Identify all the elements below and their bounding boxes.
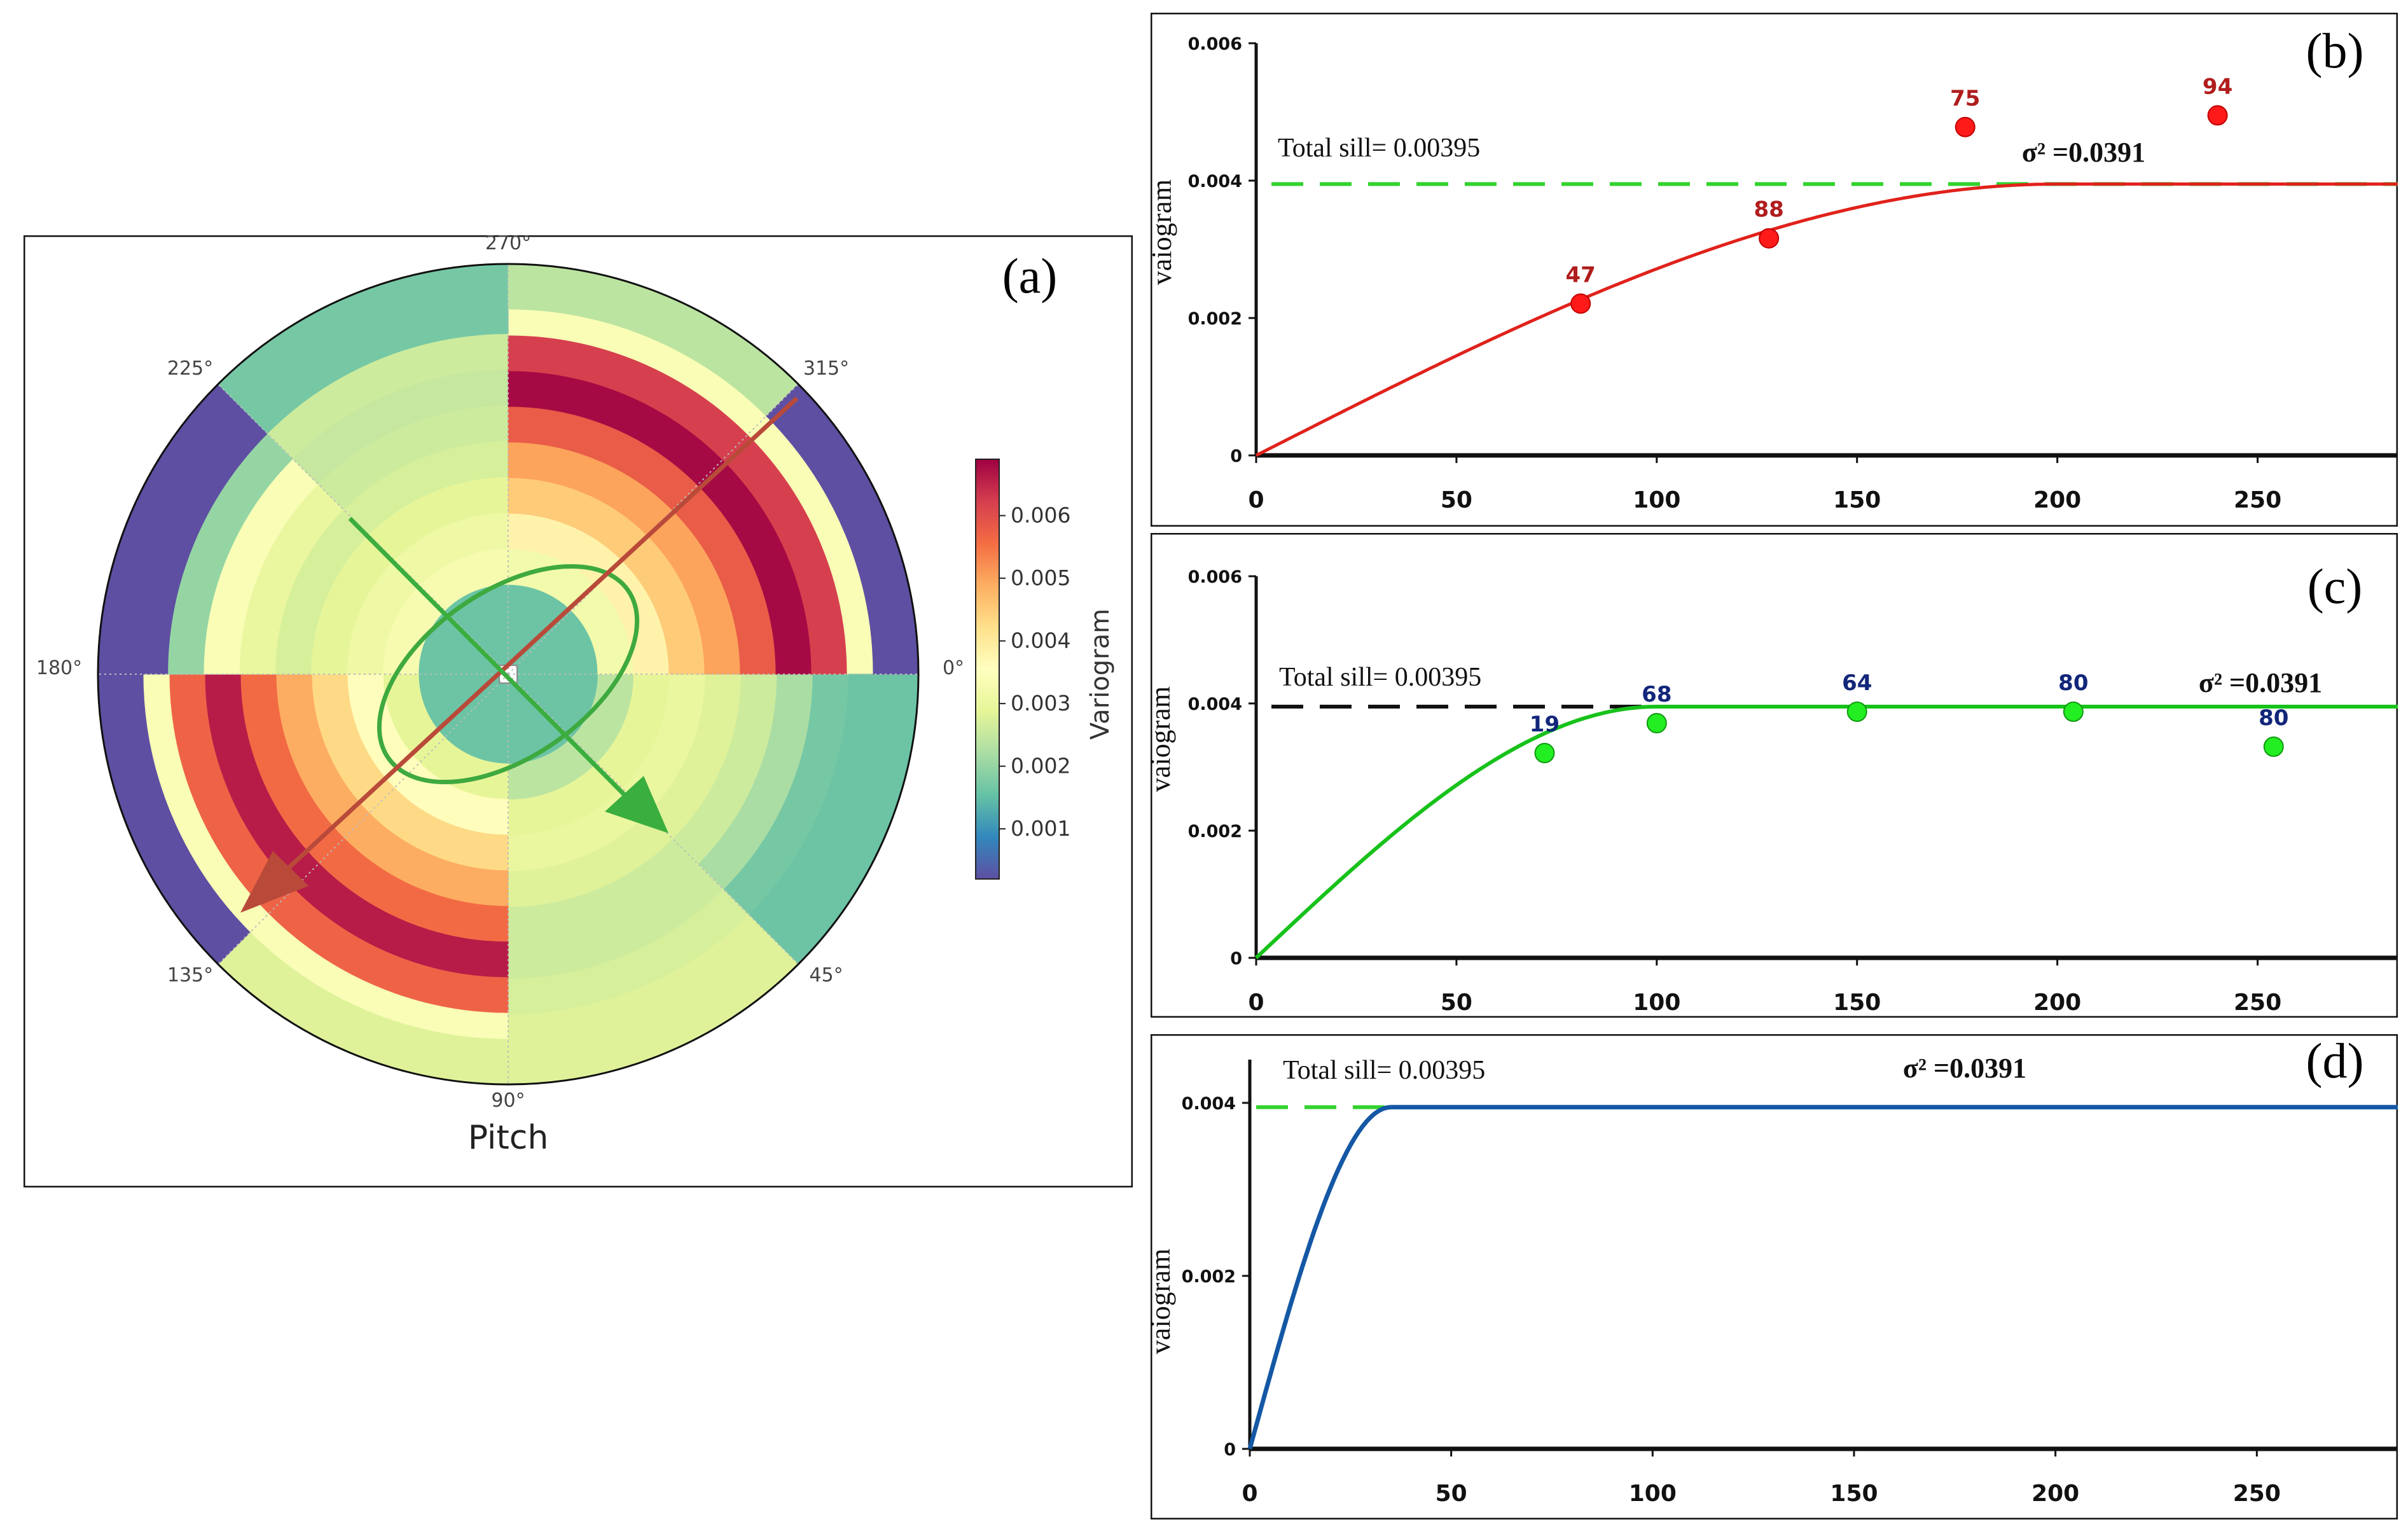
sill-label-d: Total sill= 0.00395 xyxy=(1283,1056,1485,1085)
y-tick-label-3: 0.006 xyxy=(1188,34,1242,54)
data-point-label-2: 64 xyxy=(1842,670,1872,696)
x-tick-label-5: 250 xyxy=(2234,990,2281,1016)
angle-label-225: 225° xyxy=(167,357,213,380)
data-point-label-1: 68 xyxy=(1642,682,1671,707)
data-point-3 xyxy=(2063,702,2084,722)
x-tick-label-2: 100 xyxy=(1633,487,1680,513)
variogram-plot-c: 0 50 100 150 200 250 0 0.002 0.004 0.006 19 68 64 80 8… xyxy=(1188,567,2398,1016)
anisotropy-ellipse xyxy=(377,564,640,785)
angle-label-90: 90° xyxy=(491,1090,525,1112)
polar-spoke-135 xyxy=(218,674,509,965)
major-axis-line xyxy=(276,396,799,880)
x-tick-label-0: 0 xyxy=(1242,1481,1257,1507)
y-tick-label-0: 0 xyxy=(1224,1440,1236,1460)
angle-label-45: 45° xyxy=(809,964,843,986)
panel-d-label: (d) xyxy=(2306,1034,2364,1088)
data-point-2 xyxy=(1955,116,1976,137)
y-tick-label-1: 0.002 xyxy=(1182,1267,1236,1287)
y-tick-label-0: 0 xyxy=(1230,949,1242,969)
y-tick-label-2: 0.004 xyxy=(1188,695,1242,714)
panel-c: 0 50 100 150 200 250 0 0.002 0.004 0.006 19 68 64 80 8… xyxy=(1151,533,2398,1018)
sigma-label-b: σ² =0.0391 xyxy=(2022,137,2145,168)
x-tick-label-4: 200 xyxy=(2031,1481,2079,1507)
panel-c-frame xyxy=(1151,533,2398,1018)
colorbar xyxy=(975,459,1000,880)
x-tick-label-0: 0 xyxy=(1248,487,1264,513)
data-point-1 xyxy=(1646,713,1667,733)
colorbar-tick-label-1: 0.002 xyxy=(1011,754,1070,778)
y-tick-label-1: 0.002 xyxy=(1188,309,1242,329)
data-point-1 xyxy=(1759,228,1780,249)
data-point-label-2: 75 xyxy=(1950,86,1980,111)
x-tick-label-1: 50 xyxy=(1441,990,1472,1016)
angle-label-180: 180° xyxy=(36,657,82,679)
data-point-3 xyxy=(2207,105,2228,126)
y-tick-label-3: 0.006 xyxy=(1188,567,1242,587)
variogram-plot-d: 0 50 100 150 200 250 0 0.002 0.004 xyxy=(1182,1060,2398,1507)
angle-label-0: 0° xyxy=(943,657,964,679)
y-axis-label-b: vaiogram xyxy=(1151,179,1177,285)
y-tick-label-1: 0.002 xyxy=(1188,822,1242,841)
data-point-label-1: 88 xyxy=(1754,197,1784,223)
sill-label-c: Total sill= 0.00395 xyxy=(1279,663,1481,692)
model-curve xyxy=(1254,705,2398,960)
data-point-4 xyxy=(2263,737,2284,757)
x-tick-label-3: 150 xyxy=(1830,1481,1878,1507)
x-tick-label-5: 250 xyxy=(2234,487,2281,513)
colorbar-label: Variogram xyxy=(1086,609,1115,740)
y-axis-label-d: vaiogram xyxy=(1151,1249,1176,1354)
colorbar-tick-label-5: 0.006 xyxy=(1011,503,1070,528)
angle-label-315: 315° xyxy=(803,357,849,380)
data-point-label-0: 47 xyxy=(1565,262,1595,287)
x-tick-label-3: 150 xyxy=(1833,990,1881,1016)
polar-outline xyxy=(97,263,920,1086)
panel-c-label: (c) xyxy=(2308,558,2363,614)
sill-label-b: Total sill= 0.00395 xyxy=(1278,134,1480,163)
y-tick-label-2: 0.004 xyxy=(1188,172,1242,191)
panel-b-frame xyxy=(1151,13,2398,527)
angle-label-135: 135° xyxy=(167,964,213,986)
x-tick-label-1: 50 xyxy=(1441,487,1472,513)
x-tick-label-4: 200 xyxy=(2033,487,2081,513)
panel-d-frame xyxy=(1151,1034,2398,1519)
panel-d: 0 50 100 150 200 250 0 0.002 0.004 (d) Total sil… xyxy=(1151,1034,2398,1519)
sigma-label-d: σ² =0.0391 xyxy=(1903,1053,2026,1084)
data-point-0 xyxy=(1570,293,1591,314)
x-tick-label-4: 200 xyxy=(2033,990,2081,1016)
colorbar-ticks: 0.001 0.002 0.003 0.004 0.005 0.006 xyxy=(999,503,1070,841)
panel-a: (a) 0° 45° 90° 135° 180° 225° 270° 315° … xyxy=(24,235,1133,1187)
minor-axis-line xyxy=(348,516,639,810)
data-point-0 xyxy=(1534,743,1555,763)
major-axis-arrowhead xyxy=(240,851,308,913)
polar-heatmap xyxy=(97,263,920,1086)
colorbar-tick-label-4: 0.005 xyxy=(1011,565,1070,590)
angle-label-270: 270° xyxy=(485,235,531,254)
x-tick-label-0: 0 xyxy=(1248,990,1264,1016)
polar-x-label: Pitch xyxy=(468,1119,549,1157)
x-tick-label-2: 100 xyxy=(1633,990,1680,1016)
x-tick-label-2: 100 xyxy=(1629,1481,1677,1507)
model-curve xyxy=(1247,1105,2398,1450)
x-tick-label-3: 150 xyxy=(1833,487,1881,513)
data-point-label-3: 94 xyxy=(2203,74,2232,99)
x-tick-label-1: 50 xyxy=(1436,1481,1467,1507)
data-point-label-4: 80 xyxy=(2259,705,2288,731)
y-tick-label-2: 0.004 xyxy=(1182,1094,1236,1114)
data-point-label-0: 19 xyxy=(1530,712,1560,737)
colorbar-tick-label-0: 0.001 xyxy=(1011,816,1070,841)
colorbar-tick-label-3: 0.004 xyxy=(1011,628,1070,653)
data-point-label-3: 80 xyxy=(2058,670,2088,696)
sigma-label-c: σ² =0.0391 xyxy=(2199,667,2322,698)
colorbar-tick-label-2: 0.003 xyxy=(1011,691,1070,716)
y-tick-label-0: 0 xyxy=(1230,446,1242,466)
minor-axis-arrowhead xyxy=(605,776,668,833)
variogram-plot-b: 0 50 100 150 200 250 0 0.002 0.004 0.006 47 88 75 94 xyxy=(1188,34,2398,513)
y-axis-label-c: vaiogram xyxy=(1151,686,1176,792)
data-point-2 xyxy=(1846,702,1867,722)
model-curve xyxy=(1255,182,2398,457)
panel-b-label: (b) xyxy=(2306,23,2364,78)
x-tick-label-5: 250 xyxy=(2233,1481,2281,1507)
panel-a-label: (a) xyxy=(1002,248,1058,303)
